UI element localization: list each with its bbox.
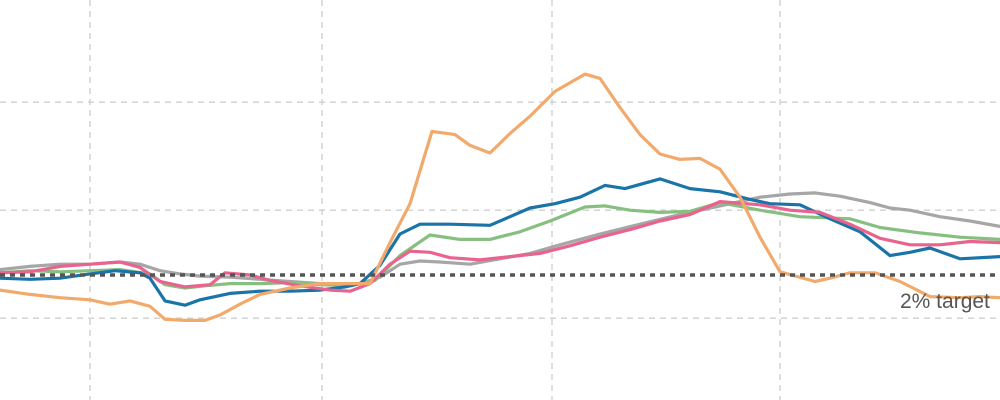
series-line-1 <box>0 191 1000 288</box>
series-lines <box>0 72 1000 322</box>
series-line-4 <box>0 200 1000 293</box>
target-annotation-label: 2% target <box>900 290 990 313</box>
series-line-5 <box>0 72 1000 322</box>
